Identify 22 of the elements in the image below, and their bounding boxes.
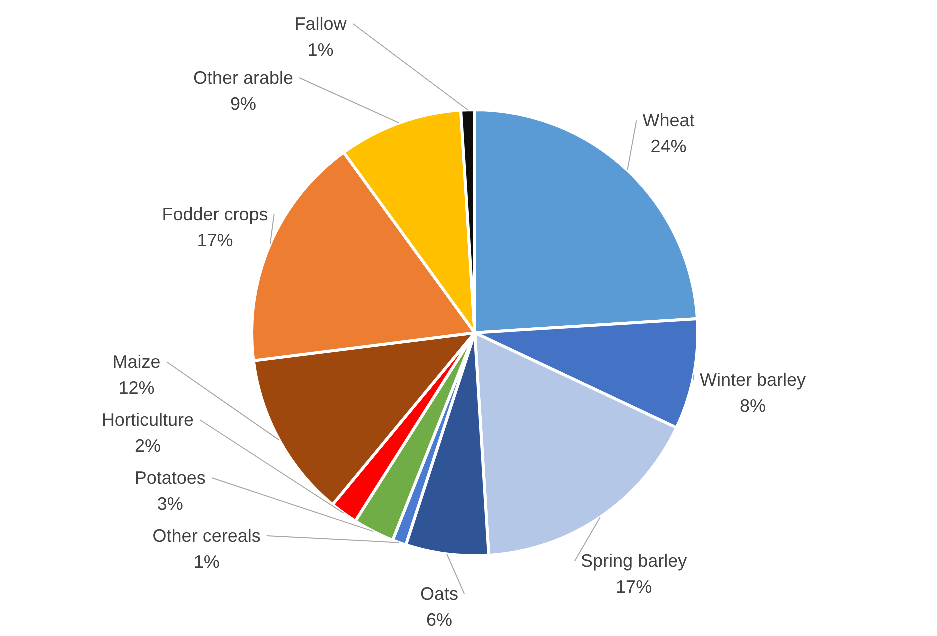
slice-label: Other arable	[193, 68, 294, 88]
slice-label: Potatoes	[134, 468, 206, 488]
slice-label: Fallow	[294, 14, 348, 34]
slice-label: Fodder crops	[162, 204, 268, 225]
slice-label: Horticulture	[102, 410, 194, 430]
data-label: 9%	[230, 94, 256, 114]
data-label: 17%	[197, 230, 234, 251]
slice-label: Other cereals	[152, 526, 261, 546]
slice-label: Winter barley	[700, 370, 806, 390]
data-label: 3%	[157, 494, 184, 514]
slice-label: Wheat	[642, 110, 695, 131]
data-label: 24%	[650, 136, 687, 157]
data-label: 12%	[118, 378, 155, 398]
slice-label: Oats	[420, 584, 459, 604]
slice-label: Maize	[112, 352, 161, 372]
data-label: 6%	[426, 610, 453, 630]
data-label: 1%	[194, 552, 220, 572]
data-label: 17%	[616, 577, 652, 598]
data-label: 8%	[740, 396, 766, 416]
data-label: 1%	[308, 40, 334, 60]
data-label: 2%	[134, 436, 161, 456]
slice-label: Spring barley	[581, 551, 688, 572]
